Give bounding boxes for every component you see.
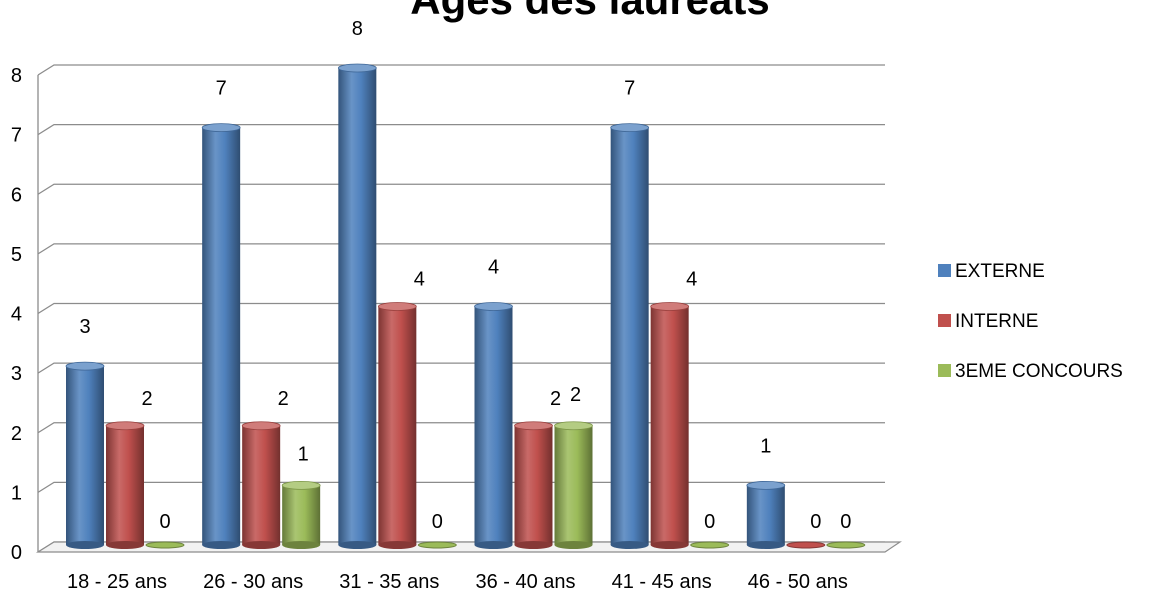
axes: 0 1 2 3 4 5 6 7 8 18 - 25 ans 26 - 30 ans 31 - 35 a…: [11, 65, 848, 593]
gridline: [37, 481, 885, 493]
data-label: 2: [278, 388, 289, 410]
gridline: [37, 302, 885, 315]
bar: [786, 541, 826, 549]
data-label: 7: [624, 78, 635, 100]
data-label: 7: [216, 78, 227, 100]
legend-label: 3EME CONCOURS: [955, 361, 1123, 382]
bar: [105, 421, 145, 549]
data-label: 0: [840, 511, 851, 533]
y-tick-label: 6: [11, 184, 22, 206]
legend-item: 3EME CONCOURS: [938, 361, 1123, 382]
x-tick-label: 26 - 30 ans: [203, 571, 303, 590]
data-label: 0: [704, 511, 715, 533]
gridline: [37, 64, 885, 76]
bar: [417, 541, 457, 549]
gridline: [37, 422, 885, 434]
gridline: [37, 123, 885, 136]
data-label: 2: [550, 388, 561, 410]
gridline: [37, 362, 885, 374]
data-label: 1: [760, 435, 771, 457]
legend-label: EXTERNE: [955, 261, 1045, 282]
bar: [514, 421, 553, 549]
bar: [337, 63, 377, 549]
legend-item: INTERNE: [938, 311, 1038, 332]
bar: [377, 302, 417, 549]
y-tick-label: 0: [11, 542, 22, 564]
legend-swatch: [938, 264, 951, 277]
y-tick-label: 4: [11, 304, 22, 326]
bar: [145, 541, 185, 549]
x-tick-label: 18 - 25 ans: [67, 571, 167, 590]
bars: [65, 63, 866, 549]
bar: [474, 302, 513, 549]
y-tick-label: 1: [11, 482, 22, 504]
bar: [241, 421, 281, 549]
legend-item: EXTERNE: [938, 261, 1045, 282]
legend-label: INTERNE: [955, 311, 1038, 332]
bar: [554, 421, 593, 549]
gridline: [37, 243, 885, 255]
gridline: [37, 183, 885, 195]
data-label: 4: [488, 257, 499, 279]
bar: [281, 480, 321, 549]
x-tick-label: 36 - 40 ans: [475, 571, 575, 590]
data-label: 0: [810, 511, 821, 533]
bar: [746, 480, 786, 549]
grid-lines: [35, 64, 902, 553]
x-tick-label: 41 - 45 ans: [612, 571, 712, 590]
data-label: 3: [79, 316, 90, 338]
y-tick-label: 5: [11, 244, 22, 266]
x-tick-label: 46 - 50 ans: [748, 571, 848, 590]
y-tick-label: 7: [11, 125, 22, 147]
data-label: 2: [570, 384, 581, 406]
bar: [650, 302, 690, 549]
data-label: 2: [141, 388, 152, 410]
data-label: 1: [298, 443, 309, 465]
x-tick-label: 31 - 35 ans: [339, 571, 439, 590]
bar: [201, 123, 241, 549]
data-label: 4: [686, 269, 697, 291]
data-label: 0: [159, 511, 170, 533]
data-label: 4: [414, 269, 425, 291]
y-tick-label: 2: [11, 423, 22, 445]
bar: [65, 361, 105, 549]
data-label: 8: [352, 18, 363, 40]
y-tick-label: 3: [11, 363, 22, 385]
chart-title: Ages des lauréats: [410, 0, 770, 23]
bar: [826, 541, 866, 549]
bar: [690, 541, 730, 549]
data-label: 0: [432, 511, 443, 533]
legend-swatch: [938, 314, 951, 327]
legend: EXTERNE INTERNE 3EME CONCOURS: [938, 261, 1123, 382]
legend-swatch: [938, 364, 951, 377]
y-tick-label: 8: [11, 65, 22, 87]
bar: [610, 123, 650, 549]
